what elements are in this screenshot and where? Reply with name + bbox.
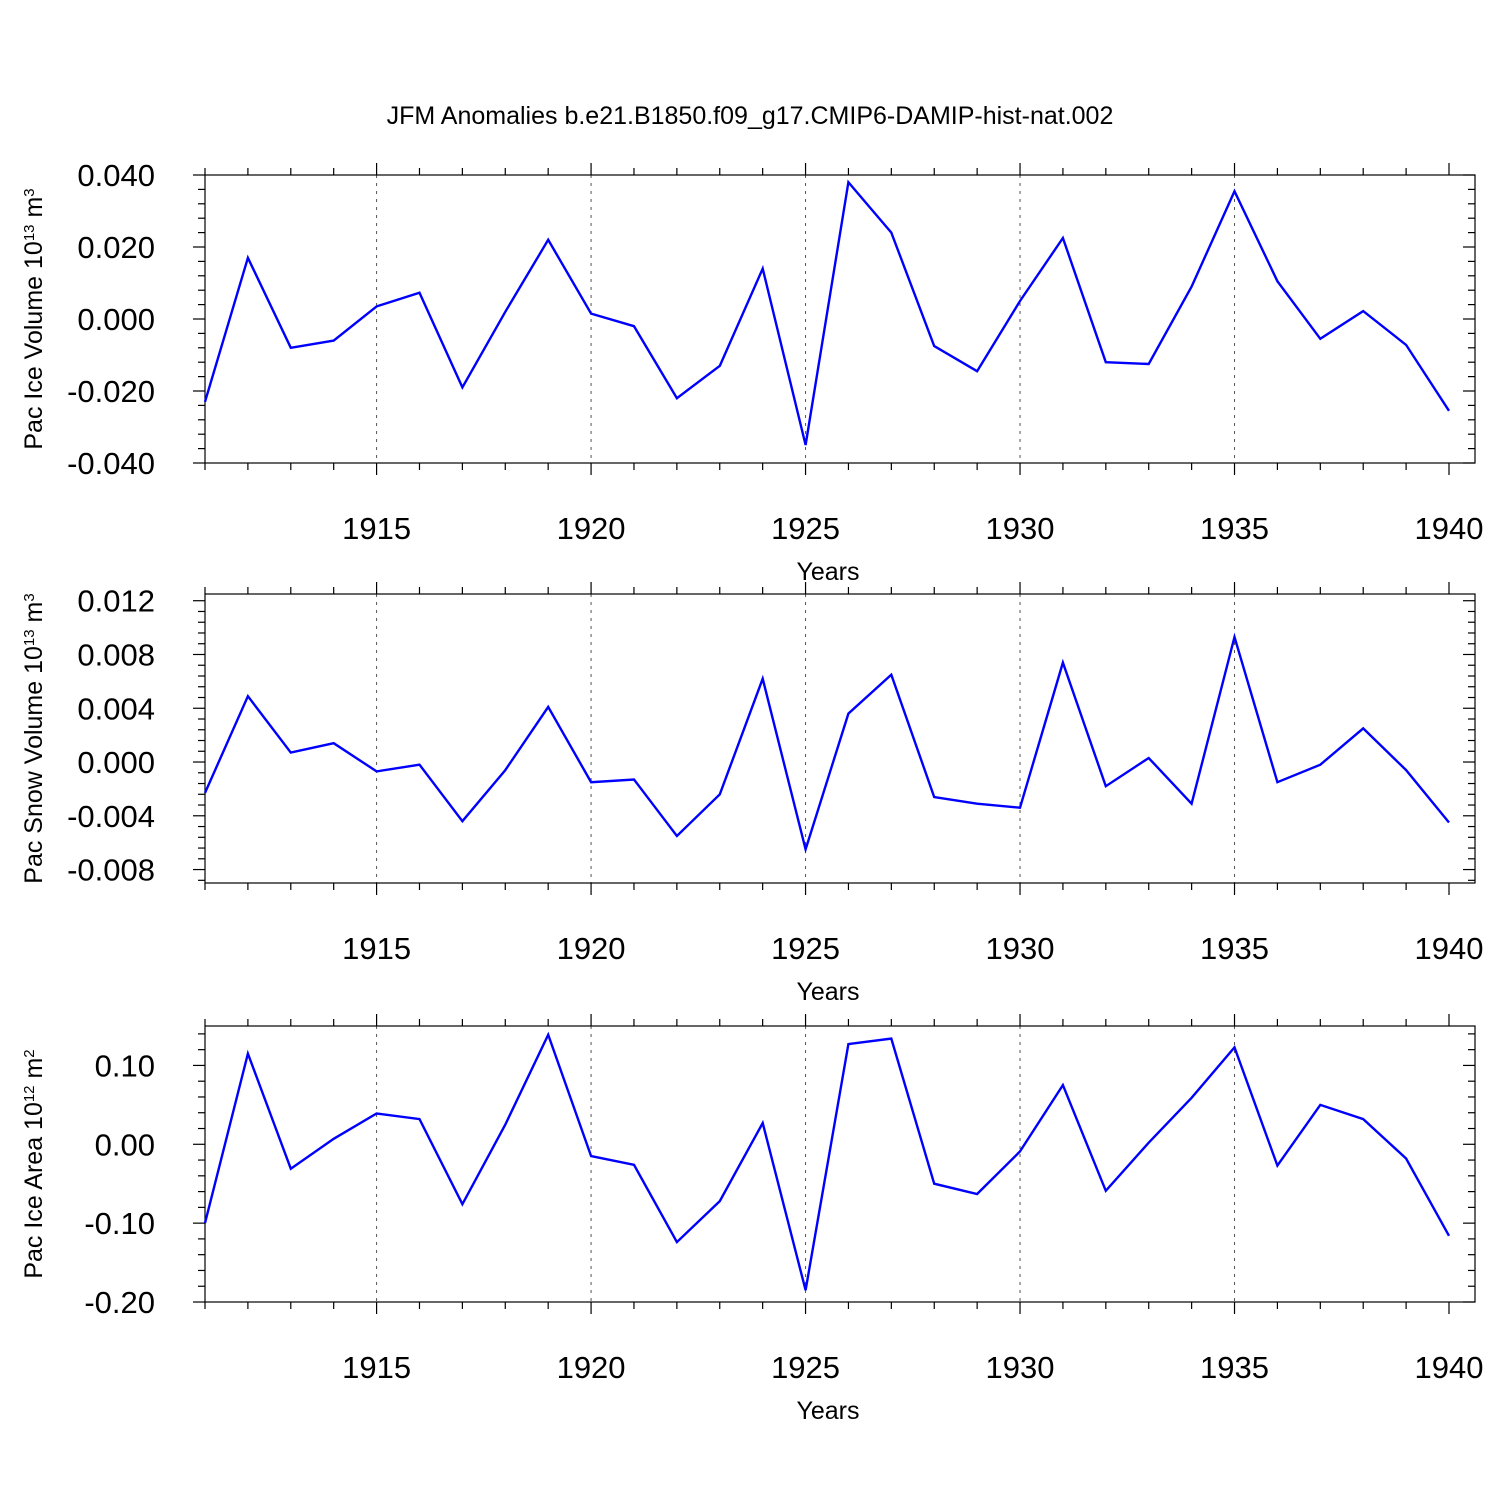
- chart-panel-2: -0.008 -0.004 0.000 0.004 0.008 0.012 1915 1920…: [20, 582, 1483, 1006]
- x-tick-label: 1915: [342, 511, 411, 546]
- x-tick-label: 1940: [1415, 1350, 1484, 1385]
- x-axis-title: Years: [796, 558, 859, 586]
- y-axis-title-part: Pac Ice Area 10: [20, 1102, 48, 1279]
- series-line: [203, 632, 1450, 854]
- x-tick-label: 1930: [986, 511, 1055, 546]
- y-axis-title-part: 3: [21, 593, 38, 601]
- y-axis-title-part: m: [20, 1058, 48, 1086]
- y-axis-title: Pac Snow Volume 1013 m3: [20, 593, 48, 883]
- y-axis-title-part: Pac Ice Volume 10: [20, 241, 48, 449]
- x-tick-label: 1925: [771, 511, 840, 546]
- y-tick-label: 0.012: [77, 584, 155, 619]
- x-tick-label: 1920: [557, 931, 626, 966]
- x-tick-label: 1915: [342, 931, 411, 966]
- y-axis-title-part: m: [20, 602, 48, 630]
- y-tick-label: 0.004: [77, 691, 155, 726]
- y-tick-label: 0.008: [77, 637, 155, 672]
- y-axis-title-part: 2: [21, 1049, 38, 1057]
- y-axis-title-part: 13: [21, 629, 38, 646]
- y-tick-label: -0.008: [67, 853, 155, 888]
- series-line: [203, 179, 1451, 446]
- plot-frame: [204, 1025, 1476, 1303]
- x-tick-label: 1920: [557, 1350, 626, 1385]
- y-axis-title: Pac Ice Volume 1013 m3: [20, 188, 48, 449]
- y-axis-title: Pac Ice Area 1012 m2: [20, 1049, 48, 1278]
- x-tick-label: 1930: [986, 931, 1055, 966]
- x-axis-title: Years: [796, 978, 859, 1006]
- panels: -0.040 -0.020 0.000 0.020 0.040 1915 1920 1925 1…: [20, 158, 1483, 1425]
- y-axis-title-part: m: [20, 197, 48, 225]
- y-tick-label: -0.20: [84, 1285, 155, 1320]
- x-tick-label: 1930: [986, 1350, 1055, 1385]
- chart-panel-3: -0.20 -0.10 0.00 0.10 1915 1920 1925 1930 1935 19…: [20, 1014, 1483, 1425]
- y-tick-label: -0.10: [84, 1206, 155, 1241]
- y-tick-label: 0.020: [77, 230, 155, 265]
- x-tick-label: 1925: [771, 931, 840, 966]
- y-tick-label: 0.00: [95, 1127, 155, 1162]
- x-axis-title: Years: [796, 1397, 859, 1425]
- x-tick-label: 1935: [1200, 511, 1269, 546]
- x-tick-label: 1925: [771, 1350, 840, 1385]
- y-tick-label: 0.10: [95, 1048, 155, 1083]
- y-tick-label: -0.040: [67, 446, 155, 481]
- x-tick-label: 1940: [1415, 931, 1484, 966]
- x-tick-label: 1935: [1200, 931, 1269, 966]
- y-tick-label: 0.000: [77, 745, 155, 780]
- figure-title: JFM Anomalies b.e21.B1850.f09_g17.CMIP6-…: [387, 102, 1114, 130]
- y-axis-title-part: 13: [21, 224, 38, 241]
- x-tick-label: 1940: [1415, 511, 1484, 546]
- series-line: [203, 1031, 1451, 1291]
- y-tick-label: -0.020: [67, 374, 155, 409]
- y-tick-label: -0.004: [67, 799, 155, 834]
- x-tick-label: 1915: [342, 1350, 411, 1385]
- y-tick-label: 0.040: [77, 158, 155, 193]
- y-axis-title-part: 3: [21, 188, 38, 196]
- plot-frame: [204, 174, 1476, 464]
- y-axis-title-part: 12: [21, 1085, 38, 1102]
- y-tick-label: 0.000: [77, 302, 155, 337]
- x-tick-label: 1935: [1200, 1350, 1269, 1385]
- plot-frame: [204, 593, 1476, 884]
- chart-panel-1: -0.040 -0.020 0.000 0.020 0.040 1915 1920 1925 1…: [20, 158, 1483, 586]
- y-axis-title-part: Pac Snow Volume 10: [20, 646, 48, 884]
- x-tick-label: 1920: [557, 511, 626, 546]
